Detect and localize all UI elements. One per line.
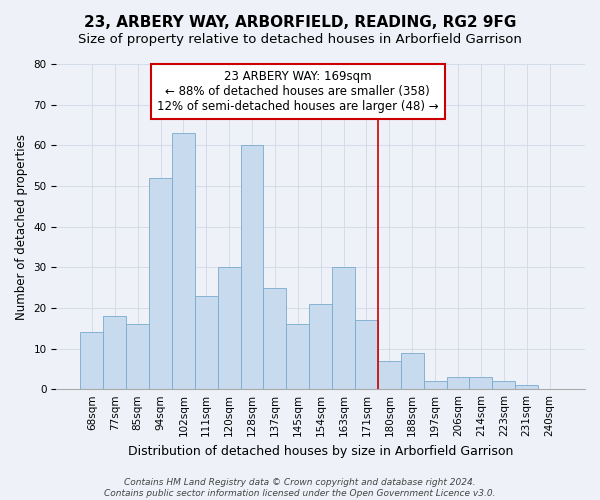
Bar <box>218 267 241 389</box>
Text: Contains HM Land Registry data © Crown copyright and database right 2024.
Contai: Contains HM Land Registry data © Crown c… <box>104 478 496 498</box>
Bar <box>424 381 446 389</box>
Bar <box>446 377 469 389</box>
Bar <box>378 360 401 389</box>
Bar <box>493 381 515 389</box>
Bar <box>149 178 172 389</box>
Bar <box>126 324 149 389</box>
Bar <box>172 133 195 389</box>
X-axis label: Distribution of detached houses by size in Arborfield Garrison: Distribution of detached houses by size … <box>128 444 514 458</box>
Text: 23, ARBERY WAY, ARBORFIELD, READING, RG2 9FG: 23, ARBERY WAY, ARBORFIELD, READING, RG2… <box>84 15 516 30</box>
Bar <box>241 146 263 389</box>
Bar <box>309 304 332 389</box>
Bar <box>355 320 378 389</box>
Bar <box>515 385 538 389</box>
Bar <box>195 296 218 389</box>
Y-axis label: Number of detached properties: Number of detached properties <box>15 134 28 320</box>
Bar <box>286 324 309 389</box>
Bar <box>263 288 286 389</box>
Bar <box>103 316 126 389</box>
Text: 23 ARBERY WAY: 169sqm
← 88% of detached houses are smaller (358)
12% of semi-det: 23 ARBERY WAY: 169sqm ← 88% of detached … <box>157 70 439 113</box>
Bar <box>332 267 355 389</box>
Bar <box>80 332 103 389</box>
Text: Size of property relative to detached houses in Arborfield Garrison: Size of property relative to detached ho… <box>78 32 522 46</box>
Bar <box>401 352 424 389</box>
Bar <box>469 377 493 389</box>
